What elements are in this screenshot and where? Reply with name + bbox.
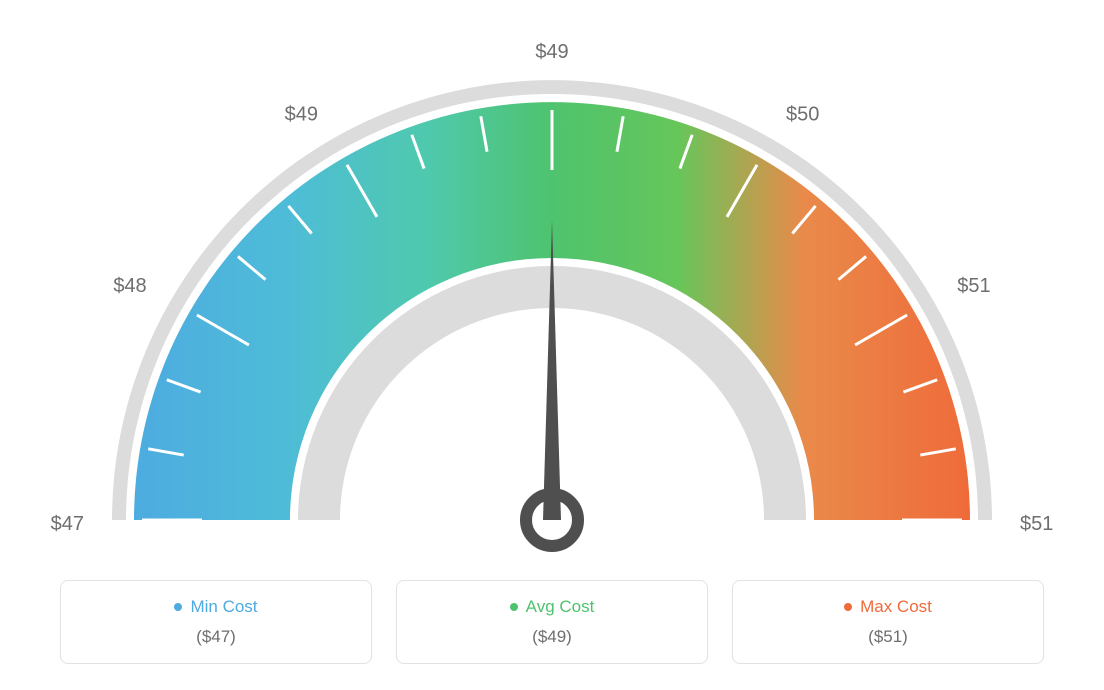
- legend-value-min: ($47): [81, 627, 351, 647]
- gauge-needle: [543, 220, 561, 520]
- legend-dot-max: [844, 603, 852, 611]
- cost-gauge-container: { "gauge": { "type": "gauge", "min_value…: [0, 0, 1104, 690]
- legend-label-max: Max Cost: [860, 597, 932, 617]
- legend-value-max: ($51): [753, 627, 1023, 647]
- gauge-tick-label: $49: [285, 104, 318, 126]
- gauge-tick-label: $50: [786, 104, 819, 126]
- legend-value-avg: ($49): [417, 627, 687, 647]
- legend-title-avg: Avg Cost: [510, 597, 595, 617]
- gauge-tick-label: $51: [1020, 513, 1053, 535]
- legend-card-max: Max Cost ($51): [732, 580, 1044, 664]
- legend-label-min: Min Cost: [190, 597, 257, 617]
- gauge-tick-label: $51: [957, 275, 990, 297]
- legend-title-min: Min Cost: [174, 597, 257, 617]
- legend-dot-avg: [510, 603, 518, 611]
- gauge-tick-label: $47: [51, 513, 84, 535]
- gauge-tick-label: $49: [535, 41, 568, 63]
- legend-card-avg: Avg Cost ($49): [396, 580, 708, 664]
- gauge-tick-label: $48: [113, 275, 146, 297]
- legend-title-max: Max Cost: [844, 597, 932, 617]
- legend-dot-min: [174, 603, 182, 611]
- legend-row: Min Cost ($47) Avg Cost ($49) Max Cost (…: [40, 580, 1064, 664]
- legend-card-min: Min Cost ($47): [60, 580, 372, 664]
- legend-label-avg: Avg Cost: [526, 597, 595, 617]
- gauge-chart: $47 $48 $49 $49 $50 $51 $51: [40, 20, 1064, 560]
- gauge-svg: $47 $48 $49 $49 $50 $51 $51: [40, 20, 1064, 560]
